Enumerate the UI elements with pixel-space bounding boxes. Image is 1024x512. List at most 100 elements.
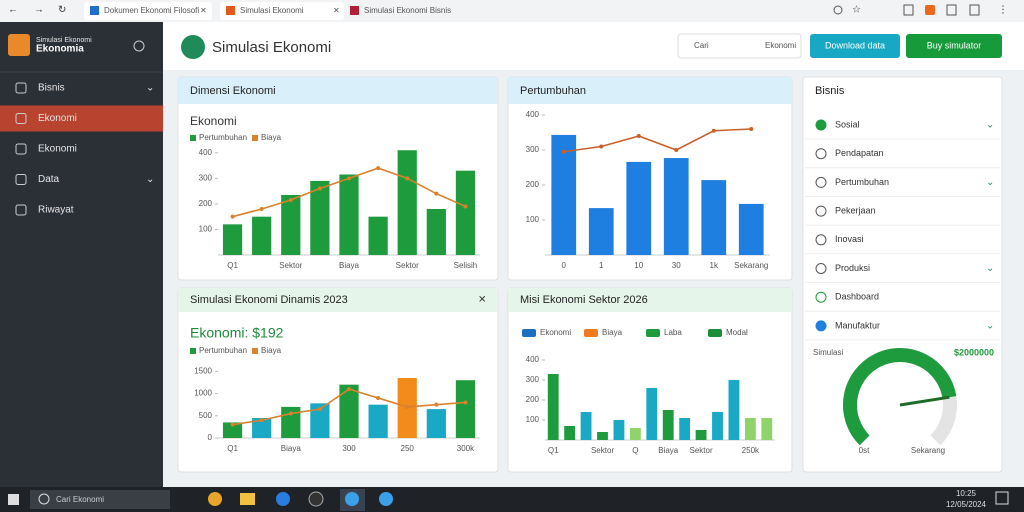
gauge-arc [843,348,957,446]
app-icon[interactable] [308,491,324,507]
panel-subtitle: Ekonomi [190,114,237,128]
toolbar-icon[interactable] [833,5,843,15]
right-item[interactable]: Manufaktur [835,320,880,330]
legend-label: Pertumbuhan [199,346,247,355]
x-tick-label: 1 [599,261,604,270]
nav-back[interactable]: ← [8,5,18,16]
menu-dots[interactable]: ⋮ [998,5,1008,16]
item-icon [815,234,827,246]
toolbar-icon[interactable] [969,4,980,16]
notifications[interactable] [995,491,1009,505]
tab-close[interactable]: ✕ [200,6,207,15]
y-tick-label: 100 [526,215,540,224]
right-item[interactable]: Sosial [835,119,860,129]
bar [368,216,388,255]
right-item[interactable]: Produksi [835,263,870,273]
right-item[interactable]: Dashboard [835,292,879,302]
clock-date: 12/05/2024 [946,500,987,509]
line-point [347,176,351,181]
clock-time: 10:25 [956,489,977,498]
line-point [230,422,235,427]
x-tick-label: Sektor [690,446,713,455]
bar [310,403,330,438]
bar [252,216,272,255]
search-icon [38,493,50,505]
search-box[interactable] [677,33,802,59]
panel-close[interactable]: ✕ [478,295,486,306]
nav-reload[interactable]: ↻ [58,5,66,16]
line-point [463,204,468,209]
sidebar-item[interactable]: Bisnis [38,83,65,94]
sidebar-icon [15,143,27,155]
tab-icon [350,6,359,15]
app-icon[interactable] [276,492,290,506]
bar [662,410,674,440]
brand-top: Simulasi Ekonomi [36,37,92,44]
chevron: ⌄ [146,83,154,94]
sidebar-item[interactable]: Ekonomi [38,144,77,155]
bar [281,194,301,255]
chevron: ⌄ [986,263,994,274]
gauge-value: $2000000 [954,347,994,357]
legend-label: Biaya [261,133,282,142]
legend-label: Biaya [261,346,282,355]
bar [744,418,756,440]
toolbar-icon[interactable] [946,4,957,16]
bar [252,418,272,438]
chevron: ⌄ [986,120,994,131]
app-title: Simulasi Ekonomi [212,39,331,56]
extension-icon[interactable] [925,5,935,15]
start-button[interactable] [8,494,19,505]
app-logo [181,35,205,59]
toolbar-icon[interactable] [903,4,914,16]
y-tick-label: 200 [526,395,540,404]
buy-button[interactable] [906,34,1002,58]
taskbar-search[interactable] [30,490,170,509]
legend-swatch [584,329,598,337]
legend-label: Laba [664,328,682,337]
panel-title: Dimensi Ekonomi [190,85,276,97]
bar [646,388,658,440]
tab-close[interactable]: ✕ [333,6,340,15]
right-item[interactable]: Pendapatan [835,148,884,158]
tab-icon [90,6,99,15]
settings-icon[interactable] [133,40,145,52]
sidebar-icon [15,113,27,124]
right-panel [802,76,1003,473]
panel-title: Misi Ekonomi Sektor 2026 [520,294,648,306]
legend-swatch [646,329,660,337]
app-icon[interactable] [240,493,255,505]
bookmark-star[interactable]: ☆ [852,5,861,16]
gauge-min-label: 0st [859,446,870,455]
right-item[interactable]: Pertumbuhan [835,177,889,187]
tab[interactable] [84,2,212,20]
sidebar-item[interactable]: Ekonomi [38,113,77,124]
x-tick-label: Selisih [454,261,478,270]
y-tick-label: 400 [526,110,540,119]
item-icon [815,205,827,217]
sidebar-menu: Bisnis ⌄ Ekonomi Ekonomi Data ⌄ Riwayat [0,82,163,216]
right-item[interactable]: Pekerjaan [835,205,876,215]
panel-title: Simulasi Ekonomi Dinamis 2023 [190,294,348,306]
sidebar-item[interactable]: Riwayat [38,205,74,216]
line-point [711,128,716,133]
line-point [259,207,264,211]
tab-label[interactable]: Simulasi Ekonomi Bisnis [364,6,451,15]
line-point [434,402,439,407]
x-tick-label: Biaya [658,446,679,455]
right-item[interactable]: Inovasi [835,234,864,244]
sidebar-item[interactable]: Data [38,174,60,185]
legend-swatch [522,329,536,337]
app-icon[interactable] [208,492,222,506]
y-tick-label: 300 [526,375,540,384]
nav-forward[interactable]: → [34,5,44,16]
app-icon[interactable] [379,492,393,506]
bar [310,180,330,255]
download-button[interactable] [810,34,900,58]
y-tick-label: 300 [526,145,540,154]
right-panel-title: Bisnis [815,85,845,97]
bar [701,180,727,255]
item-icon [815,291,827,303]
tab[interactable] [220,2,344,20]
item-icon [815,176,827,188]
